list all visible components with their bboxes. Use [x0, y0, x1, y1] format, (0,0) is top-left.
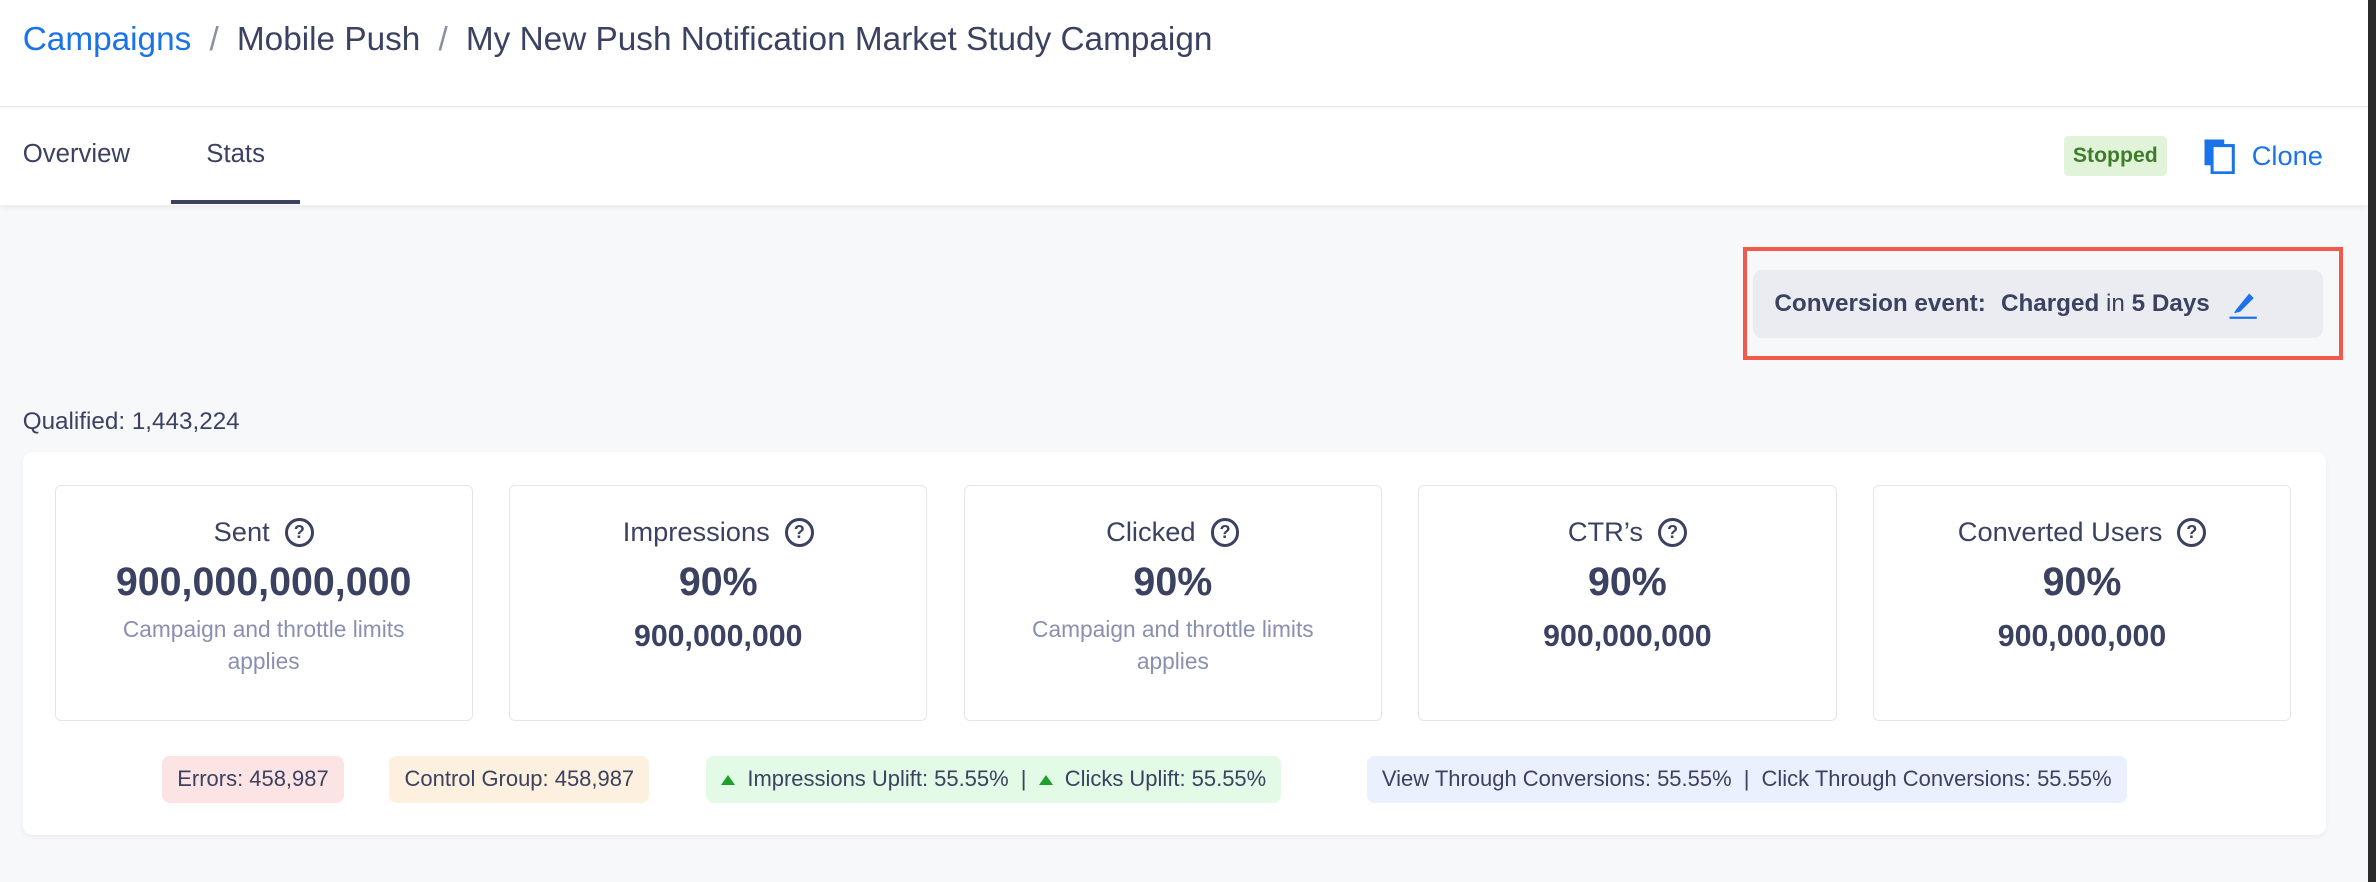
tab-stats[interactable]: Stats [171, 108, 301, 204]
card-title: Clicked [1106, 516, 1196, 548]
stat-card-converted-users: Converted Users? 90% 900,000,000 [1872, 484, 2292, 722]
conversion-window: 5 Days [2131, 289, 2210, 317]
qualified-count: Qualified: 1,443,224 [22, 407, 240, 435]
window-edge [2368, 0, 2376, 882]
clicks-uplift: Clicks Uplift: 55.55% [1064, 766, 1267, 792]
breadcrumb: Campaigns / Mobile Push / My New Push Notifi… [23, 17, 1213, 62]
card-note: Campaign and throttle limits applies [1032, 616, 1314, 675]
stat-card-sent: Sent? 900,000,000,000 Campaign and throt… [54, 484, 473, 722]
up-arrow-icon [1038, 775, 1053, 785]
help-icon[interactable]: ? [1210, 517, 1240, 547]
errors-badge: Errors: 458,987 [162, 756, 344, 804]
tab-overview[interactable]: Overview [22, 139, 131, 168]
stat-card-ctr: CTR’s? 90% 900,000,000 [1418, 484, 1837, 722]
impressions-uplift: Impressions Uplift: 55.55% [747, 766, 1009, 792]
help-icon[interactable]: ? [2177, 517, 2207, 547]
card-value: 90% [1133, 560, 1213, 605]
breadcrumb-mobile-push[interactable]: Mobile Push [236, 20, 421, 58]
stat-card-clicked: Clicked? 90% Campaign and throttle limit… [963, 484, 1382, 722]
breadcrumb-separator: / [438, 20, 448, 58]
copy-icon [2204, 139, 2236, 175]
card-count: 900,000,000 [633, 620, 803, 654]
card-note: Campaign and throttle limits applies [122, 616, 405, 675]
pencil-icon[interactable] [2228, 289, 2258, 319]
conversion-event: Conversion event: Charged in 5 Days [1753, 269, 2323, 338]
card-title: Impressions [622, 516, 770, 548]
conversion-event-name: Charged [2000, 289, 2100, 317]
tab-bar: Overview Stats Stopped Clone [0, 107, 2369, 205]
breadcrumb-campaigns[interactable]: Campaigns [22, 20, 192, 58]
card-value: 90% [1588, 560, 1667, 605]
divider: | [1020, 766, 1027, 792]
card-count: 900,000,000 [1997, 620, 2167, 654]
card-value: 900,000,000,000 [115, 560, 412, 605]
card-title: Converted Users [1957, 516, 2163, 548]
stats-panel: Sent? 900,000,000,000 Campaign and throt… [22, 451, 2326, 835]
control-group-badge: Control Group: 458,987 [389, 756, 650, 804]
status-badge: Stopped [2063, 136, 2167, 176]
breadcrumb-separator: / [209, 20, 219, 58]
divider: | [1743, 766, 1750, 792]
uplift-badge: Impressions Uplift: 55.55% | Clicks Uplift… [706, 756, 1282, 804]
clone-button[interactable]: Clone [2203, 136, 2323, 175]
card-title: Sent [213, 516, 270, 548]
highlight-box [1742, 246, 2344, 360]
view-through-conversions: View Through Conversions: 55.55% [1381, 766, 1732, 792]
clone-label: Clone [2251, 140, 2323, 172]
card-title: CTR’s [1567, 516, 1644, 548]
conversion-in: in [2106, 289, 2125, 317]
conversions-badge: View Through Conversions: 55.55% | Click T… [1366, 756, 2127, 804]
help-icon[interactable]: ? [284, 517, 314, 547]
breadcrumb-campaign-name: My New Push Notification Market Study Ca… [465, 20, 1213, 58]
card-value: 90% [2042, 560, 2122, 605]
click-through-conversions: Click Through Conversions: 55.55% [1761, 766, 2112, 792]
up-arrow-icon [721, 775, 736, 785]
card-value: 90% [678, 560, 758, 605]
card-count: 900,000,000 [1543, 620, 1712, 654]
stat-card-impressions: Impressions? 90% 900,000,000 [509, 484, 928, 722]
conversion-label: Conversion event: [1774, 289, 1986, 317]
help-icon[interactable]: ? [1658, 517, 1687, 547]
help-icon[interactable]: ? [784, 517, 814, 547]
header: Campaigns / Mobile Push / My New Push Notifi… [0, 0, 2369, 108]
